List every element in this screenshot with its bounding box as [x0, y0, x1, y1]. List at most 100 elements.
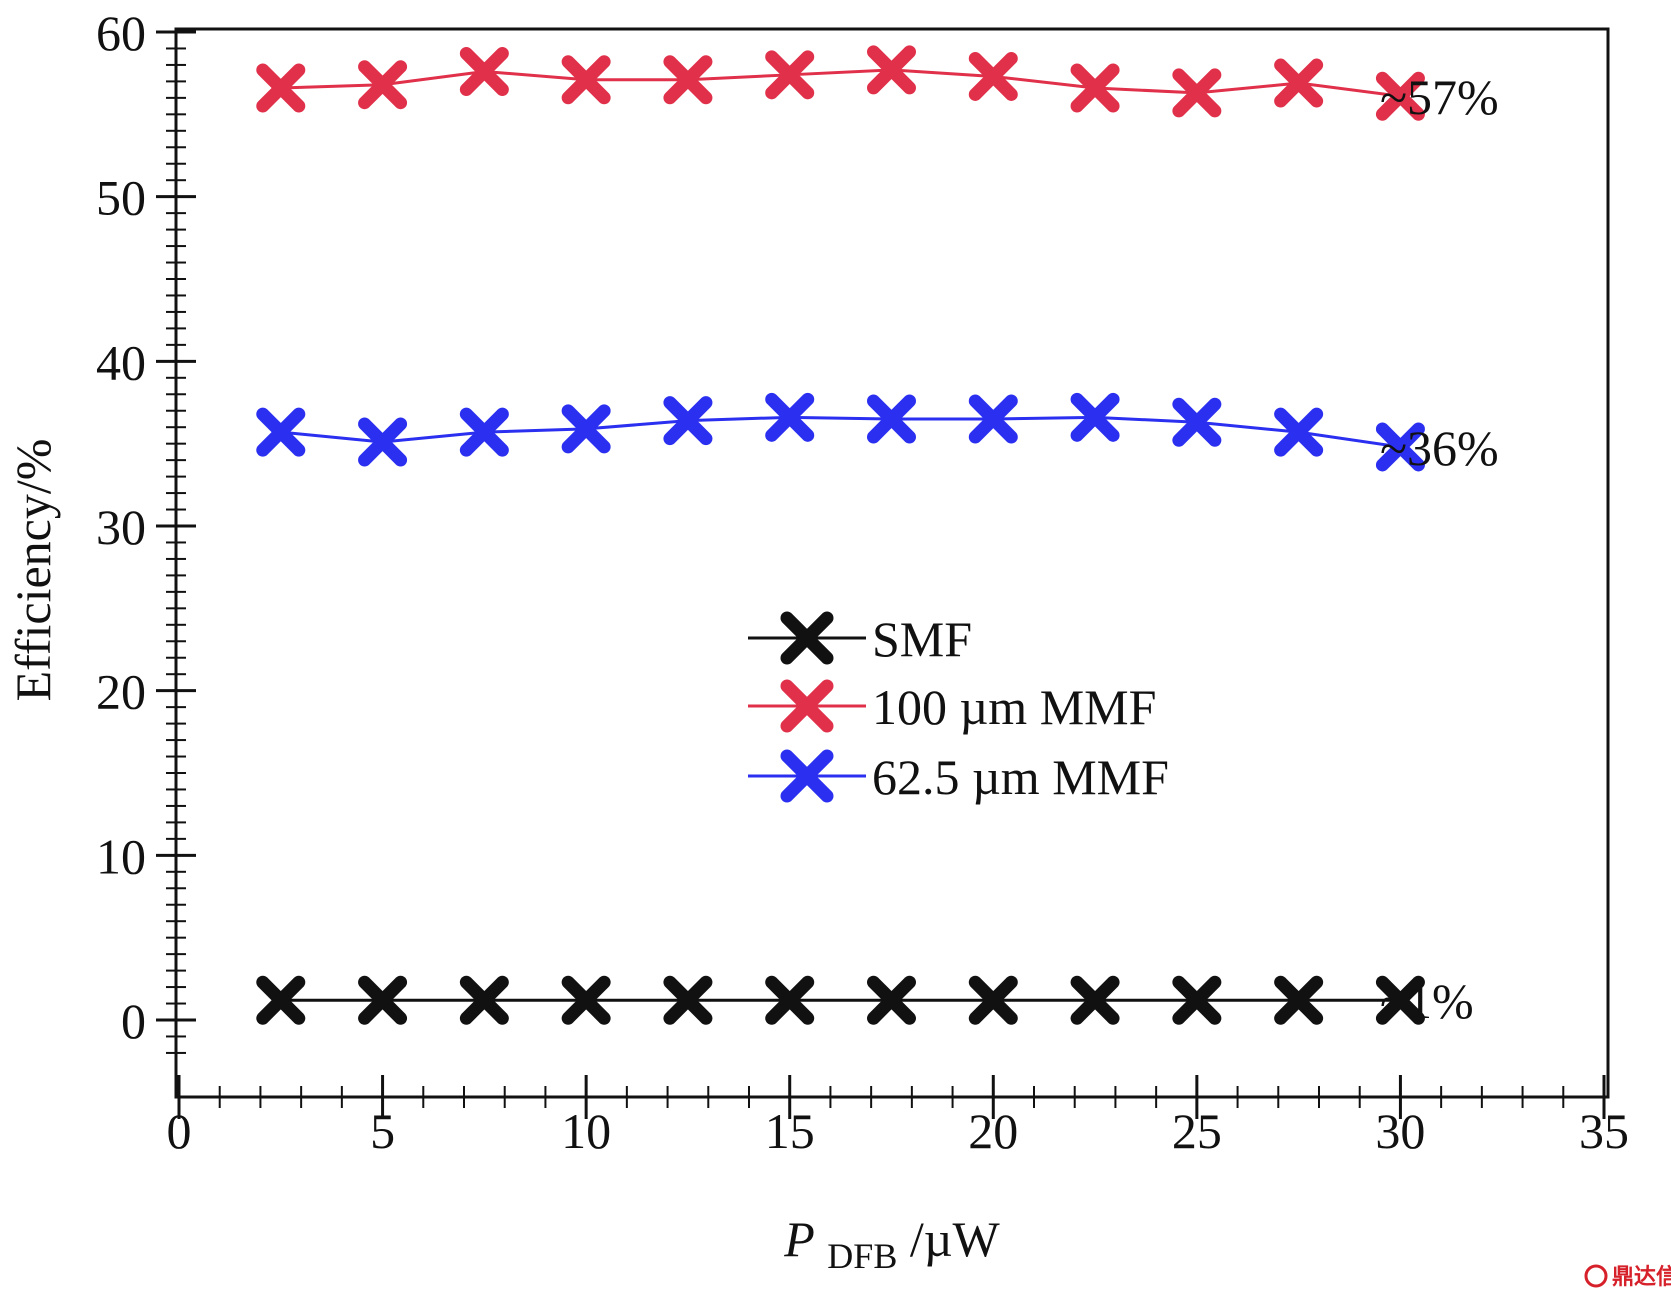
- y-tick-label: 40: [96, 334, 146, 390]
- data-point-marker: [358, 60, 408, 110]
- plot-frame: [174, 27, 1610, 1099]
- data-point-marker: [1172, 975, 1222, 1025]
- marker-stroke: [1274, 407, 1324, 457]
- data-point-marker: [1172, 397, 1222, 447]
- marker-stroke: [256, 975, 306, 1025]
- legend-marker: [780, 611, 834, 665]
- data-point-marker: [1375, 71, 1425, 121]
- y-tick-label: 50: [96, 170, 146, 226]
- x-tick-label: 20: [968, 1103, 1018, 1159]
- marker-stroke: [1172, 397, 1222, 447]
- legend-marker: [780, 679, 834, 733]
- data-point-marker: [459, 407, 509, 457]
- data-point-marker: [561, 975, 611, 1025]
- data-point-marker: [968, 975, 1018, 1025]
- marker-stroke: [358, 975, 408, 1025]
- data-point-marker: [256, 407, 306, 457]
- marker-stroke: [780, 611, 834, 665]
- marker-stroke: [358, 60, 408, 110]
- y-tick-label: 10: [96, 828, 146, 884]
- data-point-marker: [1375, 975, 1425, 1025]
- marker-stroke: [1070, 63, 1120, 113]
- x-axis-title-subscript: DFB: [827, 1236, 897, 1276]
- data-point-marker: [561, 404, 611, 454]
- data-point-marker: [663, 55, 713, 105]
- data-point-marker: [358, 975, 408, 1025]
- data-point-marker: [256, 975, 306, 1025]
- marker-stroke: [765, 50, 815, 100]
- marker-stroke: [1070, 392, 1120, 442]
- x-tick-label: 25: [1172, 1103, 1222, 1159]
- marker-stroke: [1375, 71, 1425, 121]
- data-point-marker: [1070, 975, 1120, 1025]
- x-tick-label: 0: [167, 1103, 192, 1159]
- data-point-marker: [867, 45, 916, 95]
- marker-stroke: [1375, 422, 1425, 472]
- watermark: 鼎达信: [1584, 1264, 1671, 1290]
- y-tick-label: 0: [121, 993, 146, 1049]
- data-point-marker: [765, 975, 815, 1025]
- marker-stroke: [663, 55, 713, 105]
- marker-stroke: [1172, 975, 1222, 1025]
- x-axis-title-unit: /µW: [910, 1211, 1001, 1267]
- y-tick-label: 60: [96, 5, 146, 61]
- marker-stroke: [765, 975, 815, 1025]
- watermark-logo-icon: [1584, 1264, 1608, 1288]
- marker-stroke: [968, 975, 1018, 1025]
- axis-ticks: [156, 30, 1606, 1119]
- data-point-marker: [1274, 975, 1324, 1025]
- marker-stroke: [867, 45, 916, 95]
- data-point-marker: [1274, 58, 1324, 108]
- data-point-marker: [561, 55, 611, 105]
- data-point-marker: [867, 975, 916, 1025]
- x-tick-label: 5: [370, 1103, 395, 1159]
- data-point-marker: [1375, 422, 1425, 472]
- marker-stroke: [1274, 58, 1324, 108]
- marker-stroke: [765, 392, 815, 442]
- legend: SMF 100 µm MMF 62.5 µm MMF: [748, 611, 1169, 805]
- data-point-marker: [1070, 392, 1120, 442]
- data-point-marker: [459, 975, 509, 1025]
- series-line: [280, 415, 1401, 449]
- marker-stroke: [663, 396, 713, 446]
- x-tick-label: 10: [561, 1103, 611, 1159]
- marker-stroke: [1070, 975, 1120, 1025]
- series-end-annotation: ~1%: [1380, 973, 1474, 1029]
- marker-stroke: [459, 47, 509, 97]
- y-tick-label: 30: [96, 499, 146, 555]
- marker-stroke: [256, 63, 306, 113]
- series-end-annotation: ~36%: [1380, 420, 1499, 476]
- marker-stroke: [1172, 68, 1222, 118]
- series-annotations: ~57% ~36% ~1%: [1380, 69, 1499, 1029]
- marker-stroke: [561, 55, 611, 105]
- marker-stroke: [1375, 975, 1425, 1025]
- series-line: [280, 68, 1401, 98]
- data-point-marker: [1172, 68, 1222, 118]
- legend-label: 100 µm MMF: [872, 679, 1156, 735]
- marker-stroke: [663, 975, 713, 1025]
- data-point-marker: [358, 417, 408, 467]
- data-point-marker: [1274, 407, 1324, 457]
- data-point-marker: [1070, 63, 1120, 113]
- legend-marker: [780, 749, 834, 803]
- data-point-marker: [663, 396, 713, 446]
- series-end-annotation: ~57%: [1380, 69, 1499, 125]
- x-tick-label: 15: [765, 1103, 815, 1159]
- marker-stroke: [561, 404, 611, 454]
- y-axis-title: Efficiency/%: [5, 439, 61, 702]
- x-tick-label: 30: [1375, 1103, 1425, 1159]
- legend-label: SMF: [872, 611, 972, 667]
- legend-label: 62.5 µm MMF: [872, 749, 1169, 805]
- marker-stroke: [459, 407, 509, 457]
- x-tick-label: 35: [1579, 1103, 1629, 1159]
- marker-stroke: [256, 407, 306, 457]
- data-point-marker: [968, 394, 1018, 444]
- data-point-marker: [459, 47, 509, 97]
- marker-stroke: [561, 975, 611, 1025]
- data-point-marker: [968, 51, 1018, 101]
- marker-stroke: [968, 394, 1018, 444]
- marker-stroke: [459, 975, 509, 1025]
- data-point-marker: [765, 392, 815, 442]
- series-layer: [256, 45, 1425, 1025]
